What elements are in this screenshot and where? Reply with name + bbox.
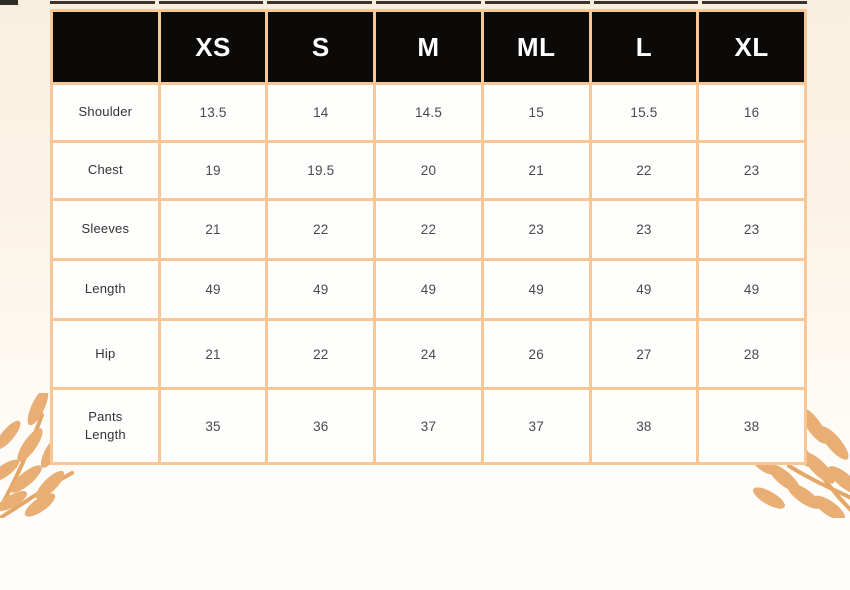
table-cell: 23	[483, 201, 589, 258]
row-label-length: Length	[53, 261, 158, 318]
table-cell: 49	[376, 261, 481, 318]
row-label-sleeves: Sleeves	[53, 201, 158, 258]
table-cell: 22	[376, 201, 481, 258]
table-cell: 38	[699, 390, 804, 462]
table-cell: 21	[483, 143, 589, 198]
table-cell: 21	[160, 321, 266, 387]
cropped-table-edge	[50, 1, 807, 4]
size-table: XS S M ML L XL Shoulder 13.5 14 14.5 15 …	[50, 9, 807, 465]
table-cell: 21	[160, 201, 266, 258]
header-size-l: L	[591, 12, 697, 82]
table-cell: 26	[483, 321, 589, 387]
table-cell: 15.5	[591, 85, 697, 140]
header-size-xl: XL	[699, 12, 804, 82]
table-cell: 22	[268, 321, 374, 387]
table-cell: 19	[160, 143, 266, 198]
table-row-shoulder: Shoulder 13.5 14 14.5 15 15.5 16	[53, 85, 804, 140]
table-cell: 16	[699, 85, 804, 140]
header-size-m: M	[376, 12, 481, 82]
table-cell: 38	[591, 390, 697, 462]
table-cell: 37	[376, 390, 481, 462]
table-cell: 49	[591, 261, 697, 318]
table-cell: 28	[699, 321, 804, 387]
table-cell: 13.5	[160, 85, 266, 140]
table-cell: 22	[268, 201, 374, 258]
table-cell: 23	[699, 143, 804, 198]
table-row-sleeves: Sleeves 21 22 22 23 23 23	[53, 201, 804, 258]
table-cell: 49	[699, 261, 804, 318]
table-cell: 15	[483, 85, 589, 140]
row-label-hip: Hip	[53, 321, 158, 387]
header-size-ml: ML	[483, 12, 589, 82]
row-label-shoulder: Shoulder	[53, 85, 158, 140]
table-cell: 24	[376, 321, 481, 387]
table-cell: 36	[268, 390, 374, 462]
table-cell: 14.5	[376, 85, 481, 140]
header-size-xs: XS	[160, 12, 266, 82]
crop-artifact-corner	[0, 0, 18, 5]
table-row-length: Length 49 49 49 49 49 49	[53, 261, 804, 318]
table-row-hip: Hip 21 22 24 26 27 28	[53, 321, 804, 387]
header-corner-cell	[53, 12, 158, 82]
table-cell: 14	[268, 85, 374, 140]
row-label-pants-length: Pants Length	[53, 390, 158, 462]
table-cell: 49	[160, 261, 266, 318]
table-row-chest: Chest 19 19.5 20 21 22 23	[53, 143, 804, 198]
table-cell: 20	[376, 143, 481, 198]
table-cell: 49	[268, 261, 374, 318]
table-cell: 23	[699, 201, 804, 258]
table-cell: 23	[591, 201, 697, 258]
page-background-strip	[0, 518, 850, 590]
header-size-s: S	[268, 12, 374, 82]
table-cell: 37	[483, 390, 589, 462]
size-chart-image: XS S M ML L XL Shoulder 13.5 14 14.5 15 …	[0, 0, 850, 518]
table-cell: 19.5	[268, 143, 374, 198]
table-cell: 49	[483, 261, 589, 318]
table-cell: 35	[160, 390, 266, 462]
table-cell: 27	[591, 321, 697, 387]
table-row-pants-length: Pants Length 35 36 37 37 38 38	[53, 390, 804, 462]
table-header-row: XS S M ML L XL	[53, 12, 804, 82]
table-cell: 22	[591, 143, 697, 198]
row-label-chest: Chest	[53, 143, 158, 198]
